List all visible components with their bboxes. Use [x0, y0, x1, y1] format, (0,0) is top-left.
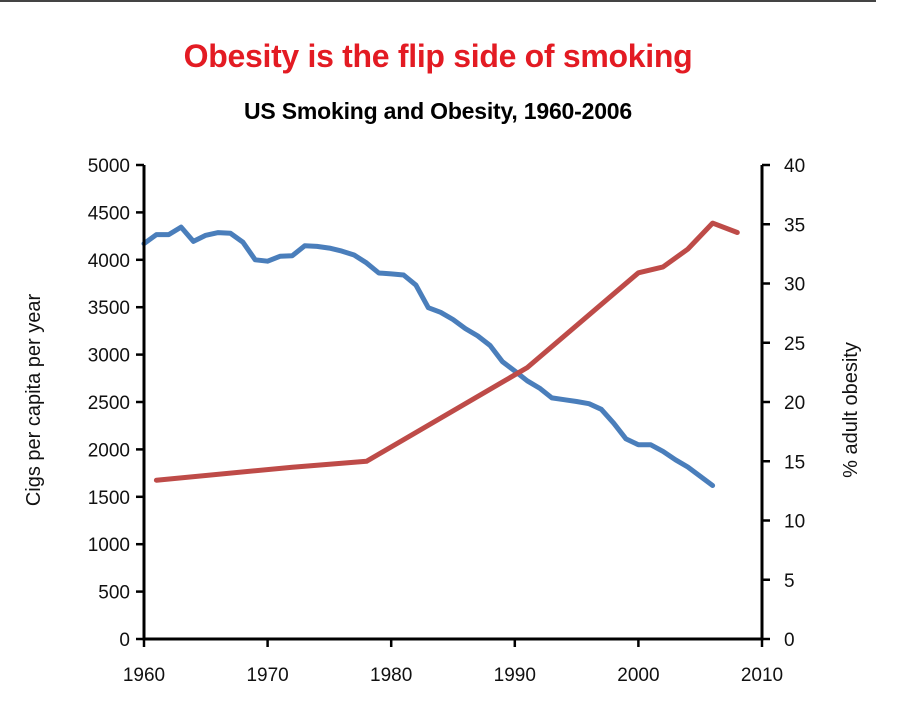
- axes-layer: 0 500 1000 1500 2000 2500 3000 3500 4000 4500 5000…: [88, 156, 805, 686]
- left-axis-title: Cigs per capita per year: [23, 294, 45, 507]
- left-axis-tick-label: 1000: [88, 535, 130, 556]
- x-axis-tick-label: 2000: [617, 665, 659, 686]
- left-axis-tick-label: 4000: [88, 251, 130, 272]
- obesity-series-line: [153, 220, 740, 483]
- chart-title: US Smoking and Obesity, 1960-2006: [244, 98, 632, 124]
- right-axis-tick-label: 5: [784, 571, 795, 592]
- x-axis-tick-label: 1980: [370, 665, 412, 686]
- left-axis-tick-label: 500: [98, 583, 130, 604]
- right-axis-title: % adult obesity: [840, 342, 862, 478]
- x-axis-tick-label: 1970: [246, 665, 288, 686]
- left-axis-tick-label: 0: [119, 630, 130, 651]
- headline: Obesity is the flip side of smoking: [183, 38, 693, 74]
- right-axis-tick-label: 15: [784, 452, 805, 473]
- right-axis-tick-label: 35: [784, 215, 805, 236]
- left-axis-tick-label: 2500: [88, 393, 130, 414]
- right-axis-tick-label: 30: [784, 275, 805, 296]
- top-border-strip: [0, 0, 876, 2]
- left-axis-tick-label: 3500: [88, 298, 130, 319]
- left-axis-tick-label: 3000: [88, 346, 130, 367]
- series-layer: [141, 220, 740, 488]
- right-axis-tick-label: 25: [784, 334, 805, 355]
- left-axis-tick-label: 2000: [88, 440, 130, 461]
- x-axis-tick-label: 1960: [123, 665, 165, 686]
- right-axis-tick-label: 0: [784, 630, 795, 651]
- right-axis-tick-label: 40: [784, 156, 805, 177]
- x-axis-tick-label: 2010: [741, 665, 783, 686]
- left-axis-tick-label: 5000: [88, 156, 130, 177]
- smoking-series-line: [141, 224, 716, 488]
- x-axis-tick-label: 1990: [494, 665, 536, 686]
- left-axis-tick-label: 1500: [88, 488, 130, 509]
- right-axis-tick-label: 10: [784, 512, 805, 533]
- right-axis-tick-label: 20: [784, 393, 805, 414]
- left-axis-tick-label: 4500: [88, 203, 130, 224]
